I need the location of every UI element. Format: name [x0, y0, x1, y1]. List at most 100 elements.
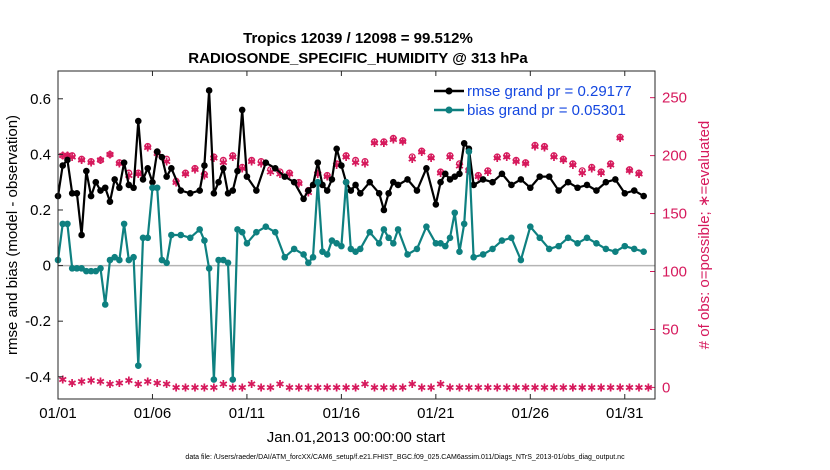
obs-evaluated-point: ✱	[219, 157, 228, 170]
obs-evaluated-point: ✱	[398, 381, 407, 394]
rmse-point	[328, 176, 336, 183]
obs-evaluated-point: ✱	[436, 167, 445, 180]
bias-point	[323, 251, 331, 258]
bias-point	[564, 234, 572, 242]
obs-possible-point	[550, 152, 558, 160]
bias-point	[97, 265, 104, 272]
obs-evaluated-point: ✱	[134, 378, 143, 391]
plot-frame	[58, 71, 655, 399]
rmse-point	[347, 187, 355, 194]
bias-point	[498, 237, 506, 244]
bias-point	[527, 223, 534, 230]
obs-evaluated-point: ✱	[313, 381, 322, 394]
obs-possible-point	[210, 153, 218, 161]
rmse-point	[215, 178, 222, 186]
bias-point	[394, 226, 402, 233]
obs-evaluated-point: ✱	[200, 169, 209, 182]
obs-evaluated-point: ✱	[124, 169, 133, 182]
rmse-point	[253, 187, 260, 194]
rmse-point	[479, 176, 487, 183]
obs-possible-point	[503, 152, 511, 160]
bias-point	[630, 245, 638, 253]
y-tick-label: 0.6	[30, 91, 51, 108]
y-tick-label: 0.4	[30, 146, 51, 163]
obs-evaluated-point: ✱	[625, 165, 634, 178]
rmse-point	[78, 231, 85, 239]
y-tick-label: 0	[43, 258, 51, 275]
rmse-point	[338, 162, 345, 169]
bias-point	[356, 245, 364, 253]
rmse-point	[83, 167, 90, 175]
obs-evaluated-point: ✱	[634, 168, 643, 181]
bias-point	[583, 234, 591, 242]
bias-point	[338, 242, 345, 250]
obs-possible-point	[229, 152, 237, 160]
rmse-point	[456, 170, 463, 178]
obs-evaluated-point: ✱	[171, 381, 180, 394]
rmse-point	[149, 178, 156, 186]
y-tick-label: -0.2	[25, 313, 51, 330]
bias-point	[342, 178, 350, 186]
obs-possible-point	[380, 138, 388, 146]
bias-point	[305, 259, 312, 267]
y-tick-label: -0.4	[25, 369, 51, 386]
obs-evaluated-point: ✱	[247, 378, 256, 391]
obs-possible-point	[106, 150, 114, 158]
rmse-point	[621, 190, 629, 197]
bias-point	[536, 234, 544, 242]
bias-point	[574, 240, 581, 247]
obs-evaluated-point: ✱	[464, 381, 473, 394]
rmse-point	[220, 164, 227, 172]
obs-evaluated-point: ✱	[606, 159, 615, 172]
bias-point	[380, 226, 388, 233]
rmse-point	[238, 106, 246, 114]
obs-evaluated-point: ✱	[417, 146, 426, 159]
rmse-point	[210, 190, 218, 197]
rmse-point	[106, 198, 114, 205]
rmse-point	[234, 167, 241, 175]
rmse-point	[366, 178, 374, 186]
obs-evaluated-point: ✱	[408, 378, 417, 391]
y-axis-label: rmse and bias (model - observation)	[4, 115, 21, 355]
x-tick-label: 01/16	[323, 405, 361, 422]
obs-evaluated-point: ✱	[389, 381, 398, 394]
obs-possible-point	[182, 169, 189, 177]
bias-point	[465, 148, 473, 155]
obs-possible-point	[219, 156, 227, 164]
obs-evaluated-point: ✱	[58, 373, 67, 386]
obs-evaluated-point: ✱	[86, 374, 95, 387]
legend-box	[428, 78, 650, 122]
rmse-point	[163, 173, 170, 180]
rmse-point	[64, 156, 71, 164]
obs-evaluated-point: ✱	[502, 151, 511, 164]
obs-evaluated-point: ✱	[134, 168, 143, 181]
bias-point	[640, 248, 647, 255]
obs-possible-point	[323, 171, 331, 179]
obs-evaluated-point: ✱	[332, 159, 341, 172]
bias-point	[64, 220, 71, 228]
rmse-point	[196, 187, 203, 194]
rmse-point	[536, 173, 544, 180]
rmse-point	[640, 192, 647, 200]
bias-point	[68, 265, 76, 272]
rmse-point	[612, 176, 619, 183]
obs-evaluated-point: ✱	[63, 150, 72, 163]
obs-evaluated-point: ✱	[521, 158, 530, 171]
obs-possible-point	[418, 147, 426, 155]
obs-possible-point	[446, 152, 454, 160]
obs-evaluated-point: ✱	[323, 170, 332, 183]
obs-possible-point	[474, 171, 482, 179]
obs-possible-point	[607, 160, 615, 168]
obs-evaluated-point: ✱	[606, 381, 615, 394]
obs-possible-point	[370, 138, 378, 146]
rmse-point	[305, 187, 312, 194]
obs-evaluated-point: ✱	[493, 381, 502, 394]
plot-area	[58, 71, 655, 399]
bias-point	[163, 259, 170, 267]
bias-series	[54, 148, 647, 383]
obs-evaluated-point: ✱	[474, 170, 483, 183]
obs-evaluated-point: ✱	[332, 381, 341, 394]
obs-evaluated-point: ✱	[68, 377, 77, 390]
y-axis-left: -0.4 -0.2 0 0.2 0.4 0.6	[25, 91, 63, 386]
